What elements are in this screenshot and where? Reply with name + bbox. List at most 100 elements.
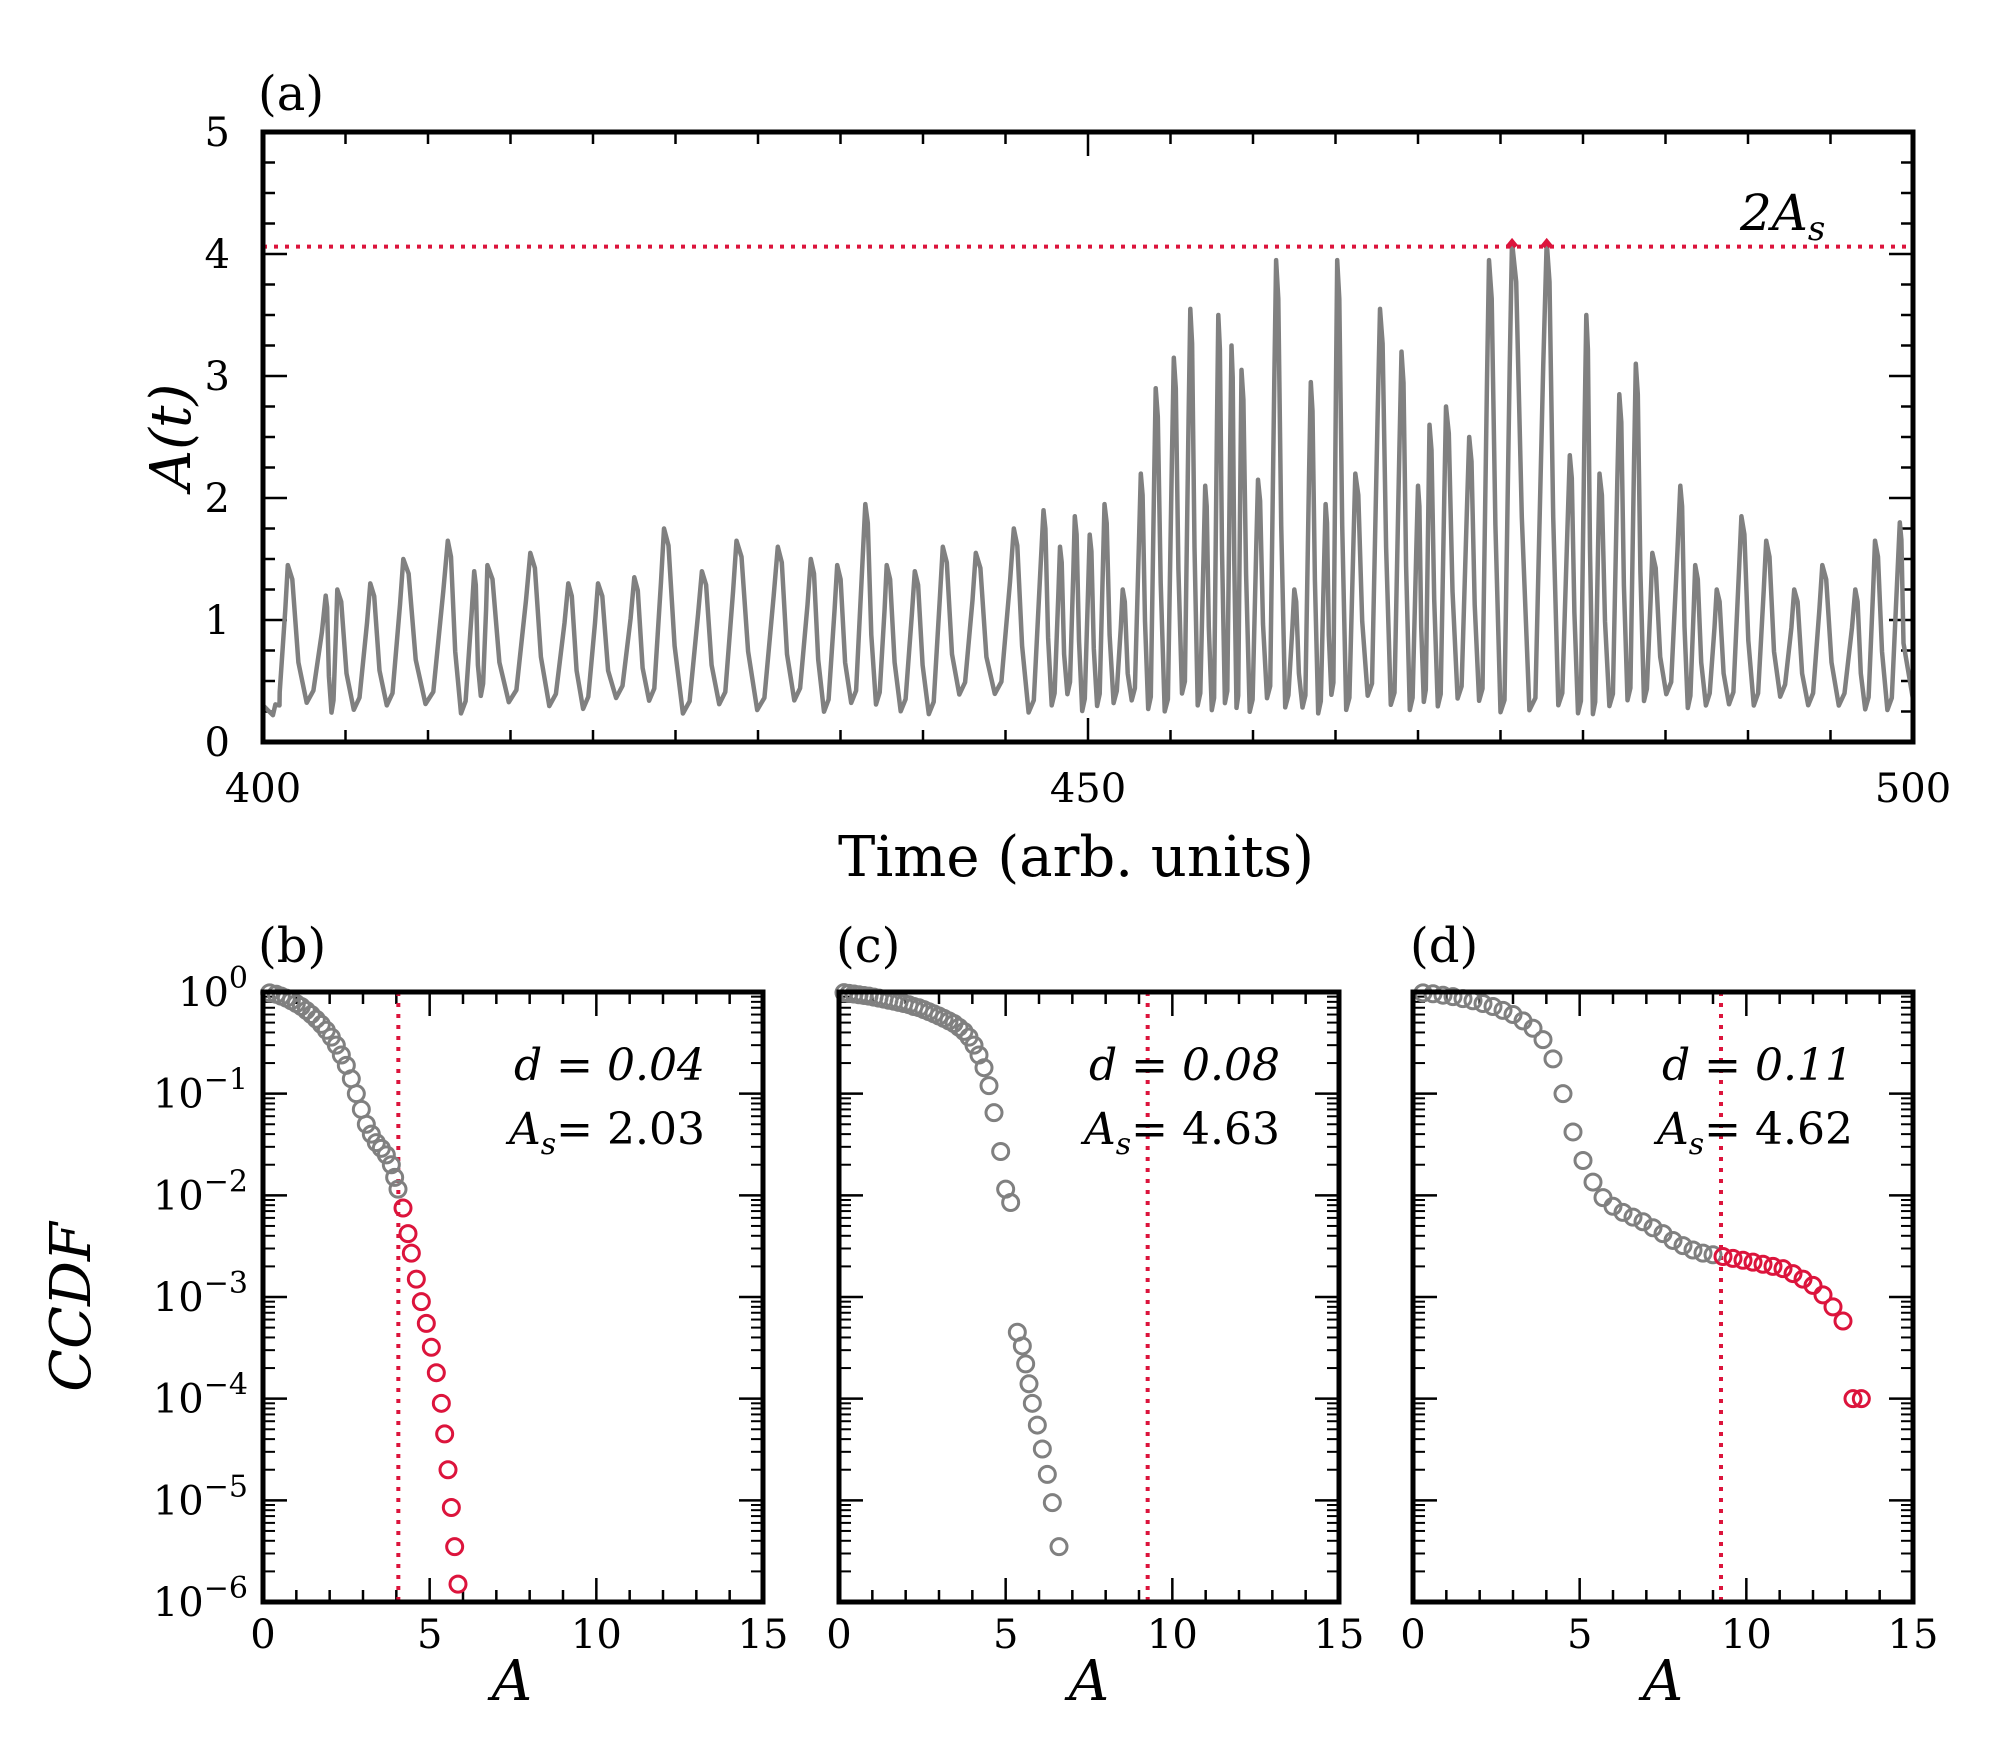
y-tick-label: 4 xyxy=(205,232,230,278)
ccdf-extreme-point xyxy=(445,1537,465,1557)
panel-c-frame xyxy=(836,989,1342,1605)
ccdf-point xyxy=(949,1017,969,1037)
ccdf-extreme-point xyxy=(1713,1247,1733,1267)
panel-b-as-value: = 2.03 xyxy=(556,1104,705,1155)
panel-b-points xyxy=(260,983,468,1594)
x-tick-label: 10 xyxy=(1721,1612,1772,1658)
x-tick-label: 5 xyxy=(417,1612,442,1658)
ccdf-point xyxy=(1663,1230,1683,1250)
y-tick-base: 10 xyxy=(178,970,229,1016)
ccdf-extreme-point xyxy=(441,1498,461,1518)
y-tick-exponent: −4 xyxy=(204,1368,248,1403)
ccdf-point xyxy=(1049,1537,1069,1557)
as-subscript: s xyxy=(1116,1127,1131,1162)
panel-c-points xyxy=(834,983,1069,1557)
as-symbol: A xyxy=(1653,1104,1689,1155)
ccdf-extreme-point xyxy=(1773,1259,1793,1279)
x-tick-label: 10 xyxy=(571,1612,622,1658)
ccdf-extreme-point xyxy=(435,1424,455,1444)
ccdf-extreme-point xyxy=(421,1337,441,1357)
ccdf-point xyxy=(1019,1374,1039,1394)
panel-b-ticks: 0 5 10 15 xyxy=(250,990,788,1658)
ccdf-point xyxy=(1623,1207,1643,1227)
panel-d: (d) 0 5 10 15 d = 0.11 As= 4.62 A xyxy=(1400,918,1938,1714)
x-tick-label: 10 xyxy=(1147,1612,1198,1658)
y-tick-label: 10−3 xyxy=(153,1266,248,1321)
ccdf-point xyxy=(1613,1202,1633,1222)
y-tick-label: 1 xyxy=(205,598,230,644)
ccdf-extreme-point xyxy=(431,1393,451,1413)
x-tick-label: 0 xyxy=(250,1612,275,1658)
ccdf-extreme-point xyxy=(1723,1248,1743,1268)
ccdf-point xyxy=(964,1035,984,1055)
y-tick-label: 10−2 xyxy=(153,1164,248,1219)
panel-a-series xyxy=(261,237,1916,718)
ccdf-point xyxy=(974,1058,994,1078)
panel-a-ylabel: A(t) xyxy=(139,384,204,496)
ccdf-extreme-point xyxy=(1823,1297,1843,1317)
panel-d-ticks: 0 5 10 15 xyxy=(1400,990,1939,1658)
y-tick-exponent: −6 xyxy=(204,1571,248,1606)
ccdf-point xyxy=(1533,1030,1553,1050)
y-tick-base: 10 xyxy=(153,1275,204,1321)
y-tick-label: 5 xyxy=(205,110,230,156)
ccdf-point xyxy=(346,1084,366,1104)
y-tick-label: 10−4 xyxy=(153,1368,248,1423)
y-tick-label: 100 xyxy=(178,961,248,1016)
ccdf-point xyxy=(331,1045,351,1065)
ccdf-point xyxy=(306,1009,326,1029)
extreme-peak-tip xyxy=(1540,237,1553,249)
y-tick-exponent: 0 xyxy=(229,961,248,996)
ccdf-point xyxy=(979,1076,999,1096)
series-line xyxy=(261,239,1916,718)
ccdf-extreme-point xyxy=(1803,1275,1823,1295)
y-tick-label: 2 xyxy=(205,476,230,522)
x-tick-label: 400 xyxy=(225,766,301,812)
threshold-label-main: 2A xyxy=(1739,184,1808,242)
ccdf-extreme-point xyxy=(1753,1254,1773,1274)
panel-b-d-annotation: d = 0.04 xyxy=(514,1040,705,1091)
ccdf-point xyxy=(1673,1236,1693,1256)
ccdf-extreme-point xyxy=(426,1363,446,1383)
ccdf-point xyxy=(1583,1172,1603,1192)
y-tick-exponent: −2 xyxy=(204,1164,248,1199)
ccdf-point xyxy=(388,1179,408,1199)
ccdf-point xyxy=(1001,1193,1021,1213)
y-tick-base: 10 xyxy=(153,1580,204,1626)
panel-a: (a) 400 450 500 0 1 2 3 4 5 2As Time (arb. units… xyxy=(139,66,1951,890)
ccdf-extreme-point xyxy=(1733,1250,1753,1270)
ccdf-point xyxy=(1683,1240,1703,1260)
ccdf-point xyxy=(1032,1439,1052,1459)
x-tick-label: 450 xyxy=(1050,766,1126,812)
ccdf-extreme-point xyxy=(1843,1389,1863,1409)
ccdf-extreme-point xyxy=(398,1224,418,1244)
panel-b-label: (b) xyxy=(258,918,326,974)
ccdf-extreme-point xyxy=(448,1574,468,1594)
threshold-label-sub: s xyxy=(1808,209,1825,249)
y-tick-exponent: −5 xyxy=(204,1469,248,1504)
ccdf-point xyxy=(385,1167,405,1187)
panel-b-as-annotation: As= 2.03 xyxy=(505,1104,705,1162)
ccdf-point xyxy=(1593,1188,1613,1208)
x-tick-label: 5 xyxy=(993,1612,1018,1658)
x-tick-label: 0 xyxy=(826,1612,851,1658)
ccdf-point xyxy=(1022,1393,1042,1413)
x-tick-label: 15 xyxy=(1888,1612,1939,1658)
y-tick-exponent: −3 xyxy=(204,1266,248,1301)
ccdf-extreme-point xyxy=(401,1243,421,1263)
ccdf-point xyxy=(381,1155,401,1175)
ccdf-point xyxy=(301,1005,321,1025)
ccdf-point xyxy=(1012,1336,1032,1356)
panel-c-d-annotation: d = 0.08 xyxy=(1089,1040,1280,1091)
ccdf-point xyxy=(376,1145,396,1165)
ccdf-point xyxy=(1543,1049,1563,1069)
as-symbol: A xyxy=(1080,1104,1116,1155)
panel-c-label: (c) xyxy=(836,918,900,974)
ccdf-point xyxy=(1523,1018,1543,1038)
panel-a-xlabel: Time (arb. units) xyxy=(838,825,1314,890)
panel-c: (c) 0 5 10 15 d = 0.08 As= 4.63 A xyxy=(826,918,1364,1714)
y-tick-label: 10−6 xyxy=(153,1571,248,1626)
panel-a-frame xyxy=(260,129,1916,745)
ccdf-point xyxy=(991,1141,1011,1161)
